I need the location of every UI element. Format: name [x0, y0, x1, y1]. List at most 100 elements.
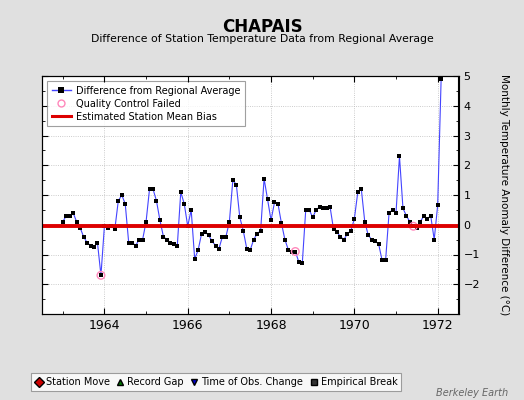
Point	[312, 207, 320, 213]
Point	[86, 242, 95, 249]
Point	[111, 226, 119, 232]
Point	[371, 238, 379, 244]
Point	[315, 204, 324, 210]
Point	[301, 207, 310, 213]
Point	[117, 192, 126, 198]
Point	[291, 248, 300, 255]
Point	[62, 213, 70, 219]
Point	[375, 241, 383, 247]
Point	[194, 247, 202, 253]
Point	[284, 247, 292, 253]
Point	[69, 210, 78, 216]
Point	[76, 224, 84, 231]
Point	[433, 202, 442, 209]
Point	[350, 216, 358, 222]
Point	[170, 241, 178, 247]
Point	[93, 239, 102, 246]
Point	[395, 153, 403, 160]
Point	[201, 229, 209, 235]
Point	[145, 186, 154, 192]
Point	[125, 239, 133, 246]
Point	[260, 176, 268, 182]
Point	[159, 234, 168, 240]
Point	[288, 248, 296, 255]
Point	[340, 236, 348, 243]
Point	[239, 228, 247, 234]
Point	[357, 186, 366, 192]
Point	[246, 247, 255, 253]
Point	[163, 236, 171, 243]
Point	[281, 236, 289, 243]
Point	[83, 239, 91, 246]
Point	[420, 213, 428, 219]
Point	[264, 196, 272, 203]
Point	[326, 204, 334, 210]
Point	[80, 234, 88, 240]
Point	[236, 214, 244, 220]
Point	[413, 224, 421, 231]
Point	[388, 207, 397, 213]
Point	[322, 205, 331, 212]
Point	[232, 181, 241, 188]
Y-axis label: Monthly Temperature Anomaly Difference (°C): Monthly Temperature Anomaly Difference (…	[499, 74, 509, 316]
Point	[218, 234, 226, 240]
Point	[152, 198, 161, 204]
Point	[249, 236, 258, 243]
Point	[204, 232, 213, 238]
Legend: Difference from Regional Average, Quality Control Failed, Estimated Station Mean: Difference from Regional Average, Qualit…	[47, 81, 245, 126]
Point	[305, 207, 313, 213]
Point	[423, 216, 431, 222]
Point	[142, 218, 150, 225]
Point	[97, 272, 105, 278]
Point	[211, 242, 220, 249]
Point	[149, 186, 157, 192]
Point	[392, 210, 400, 216]
Point	[402, 213, 411, 219]
Point	[121, 201, 129, 207]
Point	[59, 218, 67, 225]
Point	[406, 218, 414, 225]
Point	[128, 239, 136, 246]
Point	[343, 230, 352, 237]
Point	[361, 218, 369, 225]
Point	[72, 218, 81, 225]
Point	[100, 223, 108, 230]
Point	[156, 217, 164, 224]
Point	[381, 257, 390, 264]
Point	[66, 213, 74, 219]
Point	[191, 256, 199, 262]
Point	[385, 210, 393, 216]
Point	[256, 228, 265, 234]
Point	[222, 234, 230, 240]
Point	[166, 239, 174, 246]
Point	[104, 224, 112, 231]
Point	[364, 232, 373, 238]
Point	[347, 228, 355, 234]
Point	[409, 223, 418, 230]
Point	[399, 205, 407, 212]
Point	[215, 245, 223, 252]
Point	[378, 257, 386, 264]
Point	[270, 199, 279, 206]
Point	[294, 259, 303, 265]
Point	[427, 213, 435, 219]
Point	[253, 230, 261, 237]
Point	[367, 236, 376, 243]
Point	[336, 234, 345, 240]
Point	[97, 272, 105, 278]
Point	[437, 76, 445, 82]
Point	[228, 177, 237, 183]
Point	[180, 201, 189, 207]
Point	[354, 189, 362, 195]
Point	[187, 207, 195, 213]
Point	[107, 223, 116, 230]
Point	[225, 218, 234, 225]
Point	[208, 238, 216, 244]
Point	[298, 260, 307, 267]
Point	[409, 223, 418, 230]
Point	[274, 201, 282, 207]
Point	[177, 189, 185, 195]
Point	[135, 236, 143, 243]
Point	[319, 205, 328, 212]
Point	[277, 220, 286, 226]
